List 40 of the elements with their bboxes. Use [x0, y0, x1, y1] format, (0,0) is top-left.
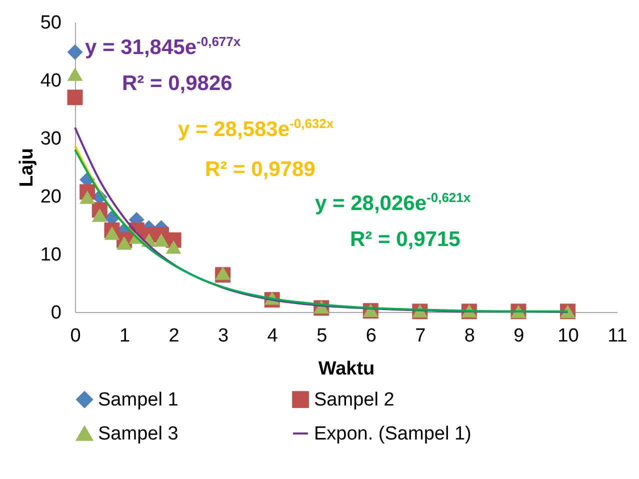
- legend-label: Sampel 2: [314, 390, 394, 411]
- x-tick-label: 2: [168, 326, 180, 346]
- x-tick-label: 1: [119, 326, 130, 346]
- point: [67, 90, 83, 106]
- y-axis-title: Laju: [16, 148, 38, 188]
- x-tick-label: 0: [70, 326, 81, 346]
- annotation: y = 31,845e$^{-0,677x}$: [85, 34, 241, 60]
- annotation: R² = 0,9715: [350, 228, 460, 252]
- x-tick-label: 5: [316, 326, 328, 346]
- y-tick-label: 30: [40, 128, 62, 150]
- point: [104, 226, 120, 240]
- point: [215, 266, 231, 280]
- legend-label: Sampel 1: [98, 390, 178, 411]
- x-tick-label: 8: [464, 326, 475, 346]
- point: [92, 208, 108, 222]
- annotation: y = 28,583e$^{-0,632x}$: [178, 116, 334, 142]
- point: [67, 67, 83, 81]
- point: [116, 236, 132, 250]
- legend-label: Sampel 3: [98, 424, 178, 444]
- x-tick-label: 7: [415, 326, 426, 346]
- x-tick-label: 10: [558, 326, 579, 346]
- x-tick-label: 11: [608, 326, 628, 346]
- legend-label: Expon. (Sampel 1): [314, 424, 472, 444]
- point: [166, 240, 182, 254]
- x-tick-label: 3: [218, 326, 229, 346]
- annotation: R² = 0,9789: [205, 158, 316, 182]
- y-tick-label: 0: [50, 302, 62, 324]
- x-tick-label: 9: [514, 326, 524, 346]
- x-tick-label: 6: [366, 326, 376, 346]
- y-tick-label: 10: [40, 244, 62, 266]
- y-tick-label: 20: [40, 186, 62, 208]
- annotation: R² = 0,9826: [122, 72, 232, 96]
- point: [67, 44, 83, 60]
- x-axis-title: Waktu: [318, 358, 375, 380]
- annotation: y = 28,026e$^{-0,621x}$: [315, 190, 471, 216]
- y-tick-label: 40: [40, 70, 62, 92]
- point: [80, 190, 96, 204]
- y-tick-label: 50: [40, 12, 62, 34]
- x-tick-label: 4: [267, 326, 278, 346]
- point: [153, 233, 169, 247]
